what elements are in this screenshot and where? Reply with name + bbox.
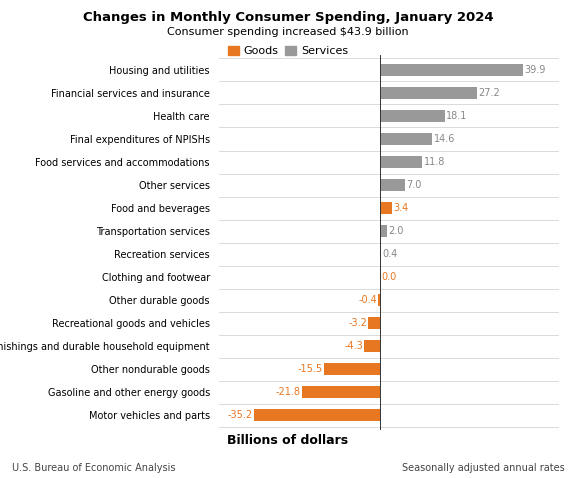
- Text: -15.5: -15.5: [298, 364, 323, 374]
- Bar: [380, 110, 445, 122]
- Text: 18.1: 18.1: [446, 111, 467, 121]
- Bar: [380, 225, 387, 237]
- Text: 2.0: 2.0: [388, 226, 404, 236]
- Text: -4.3: -4.3: [344, 341, 363, 351]
- Text: -0.4: -0.4: [358, 295, 377, 305]
- Bar: [378, 294, 380, 306]
- Text: 0.4: 0.4: [382, 249, 398, 259]
- Text: 14.6: 14.6: [434, 134, 455, 144]
- Text: Changes in Monthly Consumer Spending, January 2024: Changes in Monthly Consumer Spending, Ja…: [83, 11, 493, 23]
- Bar: [380, 64, 522, 76]
- Text: 0.0: 0.0: [381, 272, 396, 282]
- Text: -3.2: -3.2: [348, 318, 367, 328]
- Bar: [380, 202, 392, 214]
- Bar: [324, 363, 380, 375]
- Text: -35.2: -35.2: [228, 410, 252, 420]
- Bar: [254, 410, 380, 421]
- Bar: [380, 156, 422, 168]
- Text: Seasonally adjusted annual rates: Seasonally adjusted annual rates: [401, 463, 564, 473]
- Bar: [380, 179, 405, 191]
- Text: Consumer spending increased $43.9 billion: Consumer spending increased $43.9 billio…: [167, 27, 409, 37]
- Text: 3.4: 3.4: [393, 203, 409, 213]
- Text: 7.0: 7.0: [406, 180, 422, 190]
- Text: U.S. Bureau of Economic Analysis: U.S. Bureau of Economic Analysis: [12, 463, 175, 473]
- Text: -21.8: -21.8: [275, 387, 301, 397]
- Text: Billions of dollars: Billions of dollars: [228, 434, 348, 447]
- Bar: [302, 386, 380, 398]
- Bar: [380, 249, 381, 260]
- Bar: [380, 87, 477, 99]
- Text: 11.8: 11.8: [423, 157, 445, 167]
- Text: 39.9: 39.9: [524, 65, 545, 75]
- Bar: [369, 317, 380, 329]
- Text: 27.2: 27.2: [479, 88, 501, 98]
- Bar: [380, 133, 432, 145]
- Bar: [365, 340, 380, 352]
- Legend: Goods, Services: Goods, Services: [228, 46, 348, 56]
